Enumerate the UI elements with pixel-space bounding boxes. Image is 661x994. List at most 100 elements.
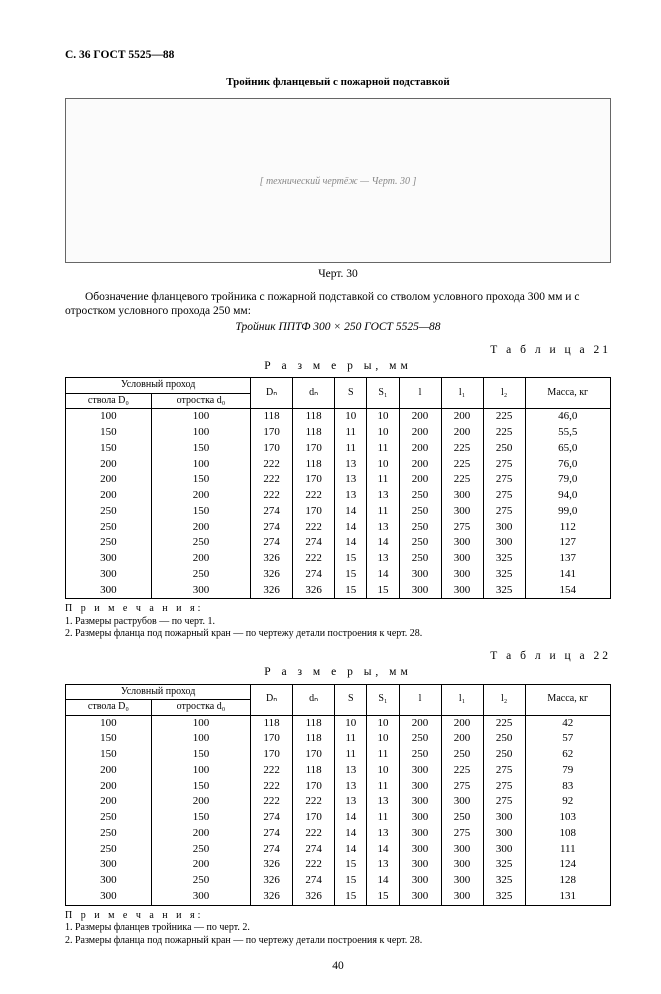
table-cell: 325 bbox=[483, 857, 525, 873]
designation-text: Обозначение фланцевого тройника с пожарн… bbox=[65, 290, 611, 319]
table-row: 2501502741701411300250300103 bbox=[66, 810, 611, 826]
table-cell: 250 bbox=[66, 520, 152, 536]
table-cell: 14 bbox=[335, 826, 367, 842]
table-cell: 300 bbox=[151, 889, 250, 905]
table-cell: 13 bbox=[367, 551, 399, 567]
table-cell: 275 bbox=[483, 472, 525, 488]
table-cell: 274 bbox=[251, 810, 293, 826]
table-row: 200200222222131330030027592 bbox=[66, 794, 611, 810]
table-cell: 250 bbox=[66, 826, 152, 842]
table-cell: 250 bbox=[441, 747, 483, 763]
table-cell: 300 bbox=[483, 826, 525, 842]
hdr-S1-2: S₁ bbox=[367, 684, 399, 715]
table-cell: 200 bbox=[151, 857, 250, 873]
note22-1: 1. Размеры фланцев тройника — по черт. 2… bbox=[65, 922, 250, 933]
table-cell: 10 bbox=[367, 763, 399, 779]
table-row: 200100222118131020022527576,0 bbox=[66, 457, 611, 473]
table-cell: 274 bbox=[293, 535, 335, 551]
table-cell: 222 bbox=[251, 488, 293, 504]
table-cell: 11 bbox=[335, 731, 367, 747]
table-cell: 118 bbox=[251, 409, 293, 425]
designation-code: Тройник ППТФ 300 × 250 ГОСТ 5525—88 bbox=[65, 320, 611, 334]
table-cell: 13 bbox=[367, 520, 399, 536]
table-cell: 200 bbox=[66, 779, 152, 795]
table-cell: 300 bbox=[399, 873, 441, 889]
table-cell: 250 bbox=[66, 504, 152, 520]
table-row: 150150170170111120022525065,0 bbox=[66, 441, 611, 457]
table-cell: 250 bbox=[399, 535, 441, 551]
table-cell: 154 bbox=[525, 583, 610, 599]
table-cell: 326 bbox=[251, 857, 293, 873]
table-cell: 300 bbox=[483, 535, 525, 551]
table-cell: 150 bbox=[151, 504, 250, 520]
table-cell: 274 bbox=[293, 842, 335, 858]
table21-notes: П р и м е ч а н и я: 1. Размеры раструбо… bbox=[65, 603, 611, 641]
table-cell: 326 bbox=[293, 889, 335, 905]
table-cell: 274 bbox=[251, 826, 293, 842]
table-cell: 300 bbox=[399, 810, 441, 826]
table-cell: 15 bbox=[335, 583, 367, 599]
table-cell: 200 bbox=[66, 794, 152, 810]
table-cell: 300 bbox=[399, 857, 441, 873]
table-cell: 99,0 bbox=[525, 504, 610, 520]
table-cell: 11 bbox=[367, 747, 399, 763]
table-cell: 15 bbox=[335, 873, 367, 889]
table-cell: 274 bbox=[251, 842, 293, 858]
table-cell: 11 bbox=[367, 779, 399, 795]
table-cell: 300 bbox=[441, 488, 483, 504]
table-cell: 200 bbox=[66, 472, 152, 488]
table-cell: 225 bbox=[441, 457, 483, 473]
table-cell: 222 bbox=[293, 520, 335, 536]
table-cell: 300 bbox=[399, 794, 441, 810]
table-cell: 100 bbox=[151, 715, 250, 731]
table-cell: 13 bbox=[335, 763, 367, 779]
hdr-l1-2: l₁ bbox=[441, 684, 483, 715]
table-cell: 222 bbox=[293, 551, 335, 567]
table-row: 3003003263261515300300325131 bbox=[66, 889, 611, 905]
table-row: 100100118118101020020022546,0 bbox=[66, 409, 611, 425]
table-cell: 250 bbox=[399, 747, 441, 763]
table-cell: 14 bbox=[335, 810, 367, 826]
hdr-l2-2: l₂ bbox=[483, 684, 525, 715]
table-cell: 300 bbox=[399, 763, 441, 779]
table-cell: 300 bbox=[66, 567, 152, 583]
page: С. 36 ГОСТ 5525—88 Тройник фланцевый с п… bbox=[0, 0, 661, 994]
table-cell: 13 bbox=[335, 488, 367, 504]
table-cell: 250 bbox=[151, 567, 250, 583]
table22-label: Т а б л и ц а 22 bbox=[65, 649, 611, 663]
table-cell: 118 bbox=[293, 763, 335, 779]
table-cell: 200 bbox=[151, 551, 250, 567]
table-cell: 225 bbox=[441, 763, 483, 779]
table-cell: 94,0 bbox=[525, 488, 610, 504]
table-cell: 11 bbox=[335, 441, 367, 457]
table-row: 150100170118111025020025057 bbox=[66, 731, 611, 747]
table-row: 250150274170141125030027599,0 bbox=[66, 504, 611, 520]
table-cell: 13 bbox=[335, 472, 367, 488]
table-cell: 14 bbox=[367, 567, 399, 583]
table-cell: 128 bbox=[525, 873, 610, 889]
table-cell: 15 bbox=[335, 889, 367, 905]
table-cell: 250 bbox=[441, 810, 483, 826]
table-cell: 15 bbox=[335, 551, 367, 567]
table-cell: 13 bbox=[335, 457, 367, 473]
notes22-title: П р и м е ч а н и я: bbox=[65, 910, 203, 921]
table-cell: 275 bbox=[483, 763, 525, 779]
table-cell: 300 bbox=[441, 567, 483, 583]
table-row: 200200222222131325030027594,0 bbox=[66, 488, 611, 504]
table-cell: 10 bbox=[367, 731, 399, 747]
hdr-dn: dₙ bbox=[293, 378, 335, 409]
table-cell: 200 bbox=[151, 488, 250, 504]
table-cell: 275 bbox=[483, 794, 525, 810]
table-cell: 100 bbox=[66, 715, 152, 731]
hdr-cond-2: Условный проход bbox=[66, 684, 251, 700]
table-cell: 300 bbox=[399, 583, 441, 599]
note22-2: 2. Размеры фланца под пожарный кран — по… bbox=[65, 935, 422, 946]
table-cell: 325 bbox=[483, 873, 525, 889]
table21: Условный проход Dₙ dₙ S S₁ l l₁ l₂ Масса… bbox=[65, 377, 611, 599]
table-cell: 200 bbox=[151, 826, 250, 842]
table-cell: 222 bbox=[293, 826, 335, 842]
table-cell: 150 bbox=[151, 441, 250, 457]
table-cell: 200 bbox=[441, 409, 483, 425]
table-cell: 326 bbox=[251, 873, 293, 889]
table-cell: 300 bbox=[399, 779, 441, 795]
